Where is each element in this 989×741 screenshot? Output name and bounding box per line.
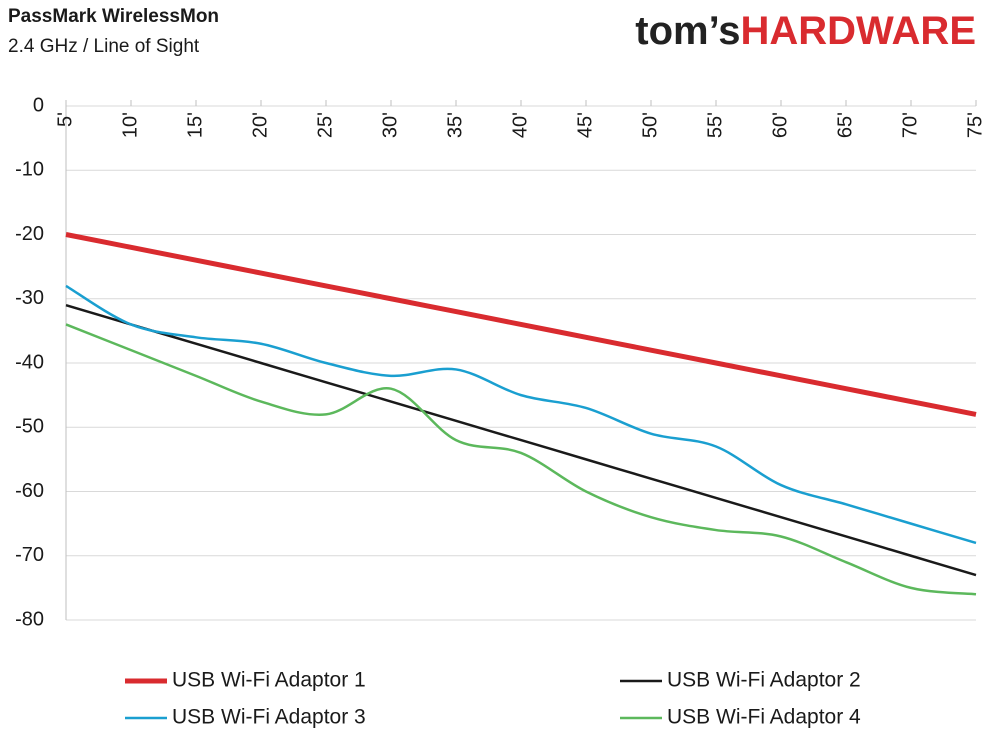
y-tick-label: -40 <box>15 351 44 373</box>
x-tick-label: 70' <box>899 112 921 138</box>
x-tick-label: 30' <box>379 112 401 138</box>
legend-label: USB Wi-Fi Adaptor 3 <box>172 706 366 729</box>
x-tick-label: 35' <box>444 112 466 138</box>
x-tick-label: 60' <box>769 112 791 138</box>
y-tick-label: -10 <box>15 159 44 181</box>
y-tick-label: 0 <box>33 94 44 116</box>
x-tick-label: 15' <box>184 112 206 138</box>
x-tick-label: 20' <box>249 112 271 138</box>
x-tick-label: 45' <box>574 112 596 138</box>
legend-label: USB Wi-Fi Adaptor 2 <box>667 669 861 692</box>
legend-label: USB Wi-Fi Adaptor 4 <box>667 706 861 729</box>
chart-subtitle: 2.4 GHz / Line of Sight <box>8 36 200 57</box>
x-tick-label: 55' <box>704 112 726 138</box>
y-tick-label: -70 <box>15 544 44 566</box>
x-tick-label: 50' <box>639 112 661 138</box>
series-line <box>65 232 977 417</box>
legend-label: USB Wi-Fi Adaptor 1 <box>172 669 366 692</box>
y-tick-label: -50 <box>15 416 44 438</box>
series-line <box>65 303 977 577</box>
logo-prefix: tom’s <box>635 9 740 53</box>
series-line <box>65 323 977 596</box>
logo-name: HARDWARE <box>740 9 976 53</box>
y-tick-label: -60 <box>15 480 44 502</box>
x-tick-label: 40' <box>509 112 531 138</box>
y-tick-label: -20 <box>15 223 44 245</box>
x-tick-label: 10' <box>119 112 141 138</box>
series-line <box>65 284 977 545</box>
chart-title: PassMark WirelessMon <box>8 6 219 27</box>
x-tick-label: 65' <box>834 112 856 138</box>
x-tick-label: 25' <box>314 112 336 138</box>
x-tick-label: 5' <box>54 112 76 127</box>
y-tick-label: -80 <box>15 608 44 630</box>
y-tick-label: -30 <box>15 287 44 309</box>
logo: tom’sHARDWARE <box>635 9 976 53</box>
x-tick-label: 75' <box>964 112 986 138</box>
